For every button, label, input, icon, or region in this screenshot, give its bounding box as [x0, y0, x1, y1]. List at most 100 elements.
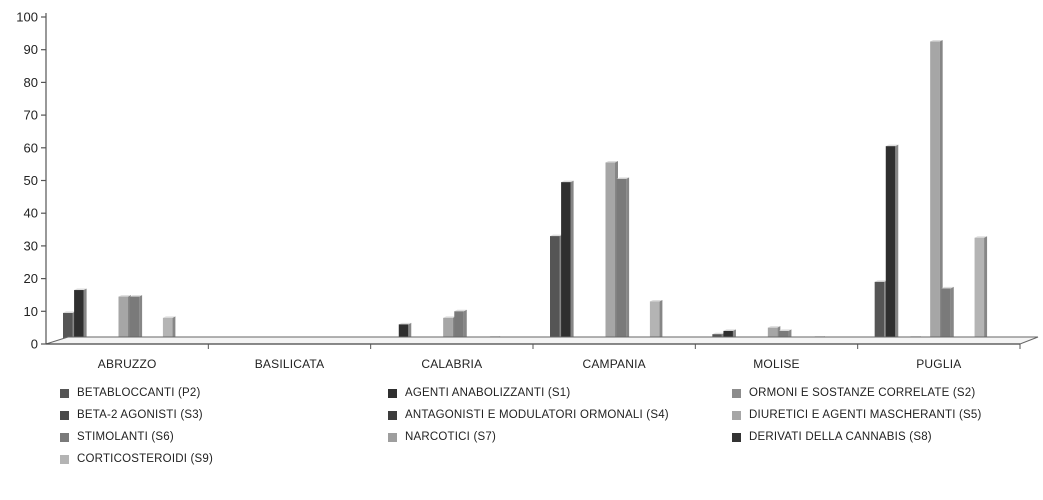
y-tick-label: 20: [24, 271, 38, 286]
bar: [649, 301, 660, 344]
bar: [118, 296, 128, 344]
bar-top: [74, 288, 87, 291]
legend-swatch: [60, 432, 69, 442]
bar: [162, 317, 173, 344]
bar-top: [616, 177, 630, 179]
y-tick-label: 90: [24, 42, 38, 57]
bar: [443, 317, 453, 344]
bar-side: [139, 295, 143, 344]
bar-top: [974, 236, 988, 238]
bar-side: [939, 40, 943, 345]
y-tick-label: 40: [24, 206, 38, 221]
bar: [74, 290, 84, 344]
legend-swatch: [388, 388, 397, 398]
legend-item: DERIVATI DELLA CANNABIS (S8): [732, 429, 932, 445]
bar: [605, 162, 615, 344]
y-tick-label: 60: [24, 140, 38, 155]
legend-label: BETA-2 AGONISTI (S3): [77, 409, 203, 421]
y-tick-label: 10: [24, 304, 38, 319]
legend-item: ANTAGONISTI E MODULATORI ORMONALI (S4): [388, 407, 669, 423]
bar-top: [605, 161, 618, 163]
legend-item: STIMOLANTI (S6): [60, 429, 174, 445]
bar-top: [118, 295, 131, 297]
bars: [63, 40, 988, 345]
bar-top: [162, 316, 176, 318]
x-category-label: CAMPANIA: [582, 357, 645, 371]
bar: [398, 324, 409, 344]
legend-item: BETA-2 AGONISTI (S3): [60, 407, 203, 423]
legend-swatch: [60, 410, 69, 420]
bar-top: [885, 144, 899, 147]
legend-swatch: [60, 454, 69, 464]
legend-label: DIURETICI E AGENTI MASCHERANTI (S5): [749, 409, 982, 421]
bar-side: [950, 286, 954, 344]
bar-top: [63, 311, 76, 313]
bar: [454, 311, 464, 344]
y-axis: 0 10 20 30 40 50 60 70 80 90 100: [16, 10, 47, 352]
bar-side: [984, 236, 988, 344]
bar-top: [778, 329, 792, 331]
y-tick-label: 70: [24, 108, 38, 123]
bar-top: [723, 329, 736, 331]
bar-top: [443, 316, 456, 318]
legend-label: AGENTI ANABOLIZZANTI (S1): [405, 387, 571, 399]
bar-side: [463, 309, 467, 344]
bar: [885, 146, 896, 344]
bar-top: [649, 299, 663, 302]
bar: [941, 288, 951, 344]
x-axis: ABRUZZO BASILICATA CALABRIA CAMPANIA MOLISE P…: [45, 336, 1039, 371]
x-category-label: MOLISE: [753, 357, 800, 371]
legend-swatch: [732, 388, 741, 398]
bar-top: [930, 40, 943, 42]
bar: [561, 182, 571, 344]
x-category-label: BASILICATA: [255, 357, 325, 371]
bar-top: [767, 326, 781, 328]
legend-item: BETABLOCCANTI (P2): [60, 385, 201, 401]
bar: [63, 312, 73, 344]
legend-swatch: [732, 432, 741, 442]
x-category-label: CALABRIA: [421, 357, 482, 371]
bar: [129, 296, 140, 344]
legend-swatch: [732, 410, 741, 420]
bar: [767, 327, 778, 344]
bar: [874, 281, 885, 344]
bar-side: [895, 144, 899, 344]
bar-side: [659, 299, 663, 344]
legend-item: DIURETICI E AGENTI MASCHERANTI (S5): [732, 407, 982, 423]
bar-top: [874, 280, 888, 282]
y-tick-label: 0: [31, 337, 38, 352]
y-tick-label: 80: [24, 75, 38, 90]
bar-side: [570, 180, 574, 344]
legend-label: ORMONI E SOSTANZE CORRELATE (S2): [749, 387, 976, 399]
y-tick-label: 100: [16, 10, 38, 25]
bar-side: [626, 177, 630, 344]
y-tick-label: 50: [24, 173, 38, 188]
bar-top: [550, 234, 563, 237]
bar: [930, 41, 940, 345]
legend-item: ORMONI E SOSTANZE CORRELATE (S2): [732, 385, 975, 401]
legend-label: DERIVATI DELLA CANNABIS (S8): [749, 431, 932, 443]
legend-item: AGENTI ANABOLIZZANTI (S1): [388, 385, 570, 401]
y-tick-label: 30: [24, 238, 38, 253]
legend-label: STIMOLANTI (S6): [77, 431, 174, 443]
legend-item: NARCOTICI (S7): [388, 429, 496, 445]
bar-top: [561, 180, 574, 183]
bar: [550, 236, 560, 344]
bar-top: [454, 309, 467, 312]
legend-item: CORTICOSTEROIDI (S9): [60, 451, 213, 467]
bar-top: [941, 286, 954, 289]
bar: [974, 237, 985, 344]
legend-swatch: [388, 410, 397, 420]
bar-top: [129, 295, 143, 297]
legend-label: ANTAGONISTI E MODULATORI ORMONALI (S4): [405, 409, 669, 421]
legend-swatch: [60, 388, 69, 398]
legend-swatch: [388, 432, 397, 442]
x-category-label: PUGLIA: [916, 357, 961, 371]
floor: [45, 336, 1039, 345]
legend-label: CORTICOSTEROIDI (S9): [77, 453, 214, 465]
bar-chart: 0 10 20 30 40 50 60 70 80 90 100 ABRUZZO BASILICATA…: [16, 10, 1039, 371]
legend-label: NARCOTICI (S7): [405, 431, 496, 443]
bar-side: [83, 288, 87, 344]
bar-top: [398, 322, 412, 325]
bar-top: [712, 332, 725, 335]
